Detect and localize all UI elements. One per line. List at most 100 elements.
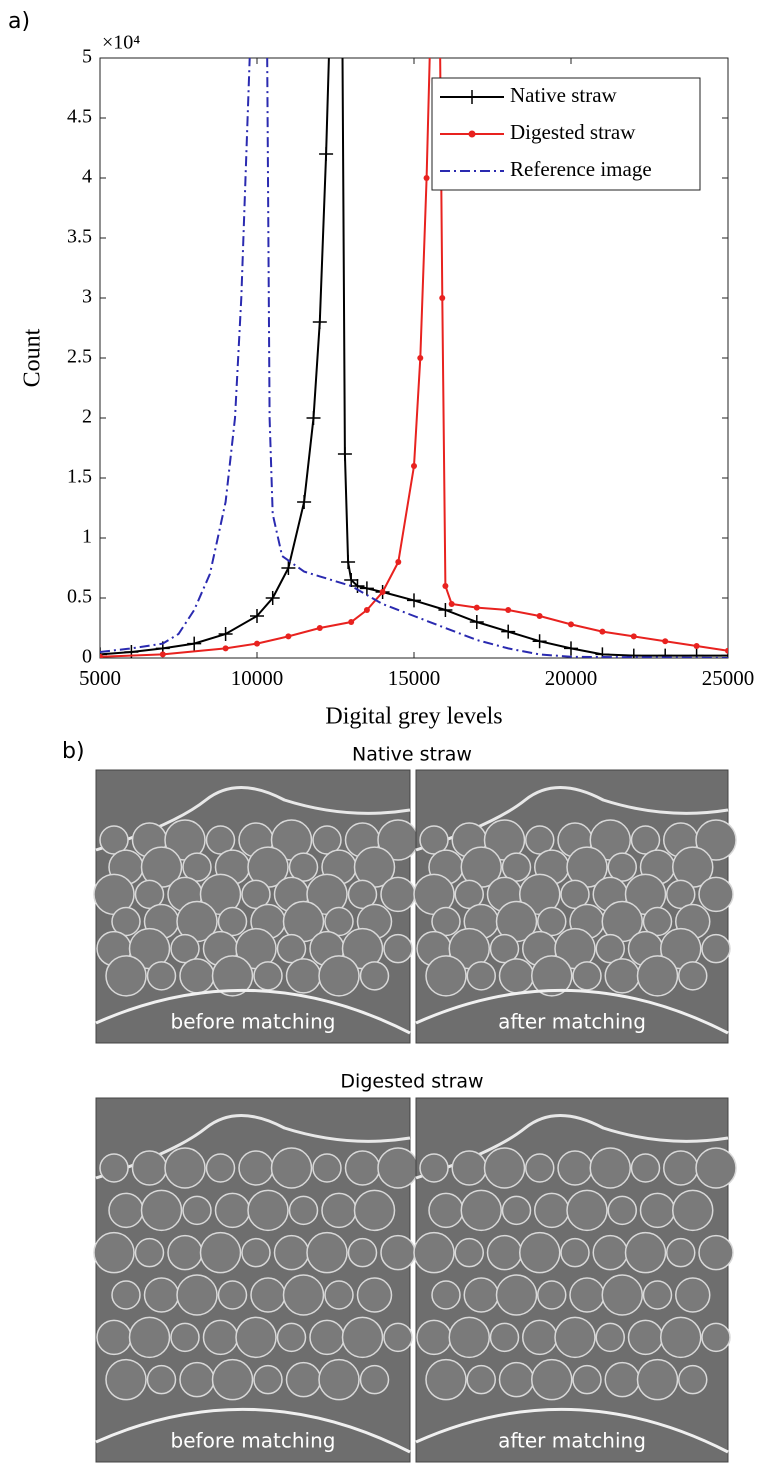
cell <box>285 958 322 994</box>
cell <box>359 961 390 991</box>
cell <box>377 1147 419 1189</box>
cell <box>660 1316 702 1359</box>
cell <box>498 958 535 994</box>
section-title: Digested straw <box>340 1071 483 1093</box>
cell <box>105 1358 147 1401</box>
marker <box>501 624 516 639</box>
cell <box>630 825 661 855</box>
cell <box>146 1364 177 1395</box>
cell <box>288 1195 319 1226</box>
marker <box>473 604 480 611</box>
tissue-edge <box>415 1407 729 1454</box>
marker <box>439 295 446 301</box>
marker <box>363 607 370 613</box>
cell <box>666 1237 696 1268</box>
cell <box>309 1319 345 1356</box>
marker <box>411 463 417 469</box>
tissue-edge <box>95 988 411 1035</box>
marker <box>630 633 637 640</box>
cell <box>131 1150 168 1186</box>
cell <box>451 1150 487 1186</box>
marker <box>725 647 728 654</box>
marker <box>348 619 355 625</box>
y-tick-label: 4 <box>82 166 92 188</box>
section-title: Native straw <box>352 744 472 766</box>
cell <box>235 1316 277 1359</box>
cell <box>250 1277 286 1313</box>
cell <box>678 1364 708 1395</box>
cell <box>501 1195 532 1226</box>
x-tick-label: 25000 <box>702 666 755 690</box>
cell <box>241 879 271 910</box>
cell <box>701 933 731 964</box>
cell <box>182 1195 212 1226</box>
cell <box>642 906 673 937</box>
marker <box>423 175 430 181</box>
cell <box>356 1277 393 1313</box>
cell <box>199 1231 242 1274</box>
marker <box>595 647 610 658</box>
marker <box>250 609 264 623</box>
cell <box>179 1361 215 1398</box>
series-line <box>100 58 728 658</box>
micrograph: after matching <box>413 769 737 1044</box>
image-caption: after matching <box>498 1429 646 1453</box>
cell <box>347 879 378 910</box>
cell <box>347 1237 378 1268</box>
marker <box>693 643 700 649</box>
marker <box>469 615 484 629</box>
cell <box>324 1280 354 1310</box>
cell <box>431 1280 461 1310</box>
cell <box>134 879 165 910</box>
cell <box>341 1316 384 1359</box>
series-line <box>100 58 728 658</box>
y-tick-label: 2.5 <box>67 346 92 368</box>
y-tick-label: 3.5 <box>67 226 92 248</box>
cell <box>636 1358 679 1401</box>
cell <box>695 1147 737 1189</box>
cell <box>557 1150 593 1186</box>
cell <box>454 879 484 910</box>
cell <box>205 1153 236 1183</box>
marker <box>721 648 728 658</box>
cell <box>607 1195 637 1226</box>
cell <box>247 1189 289 1232</box>
cell <box>282 1274 325 1316</box>
cell <box>454 1237 484 1268</box>
marker <box>442 583 449 589</box>
cell <box>448 1316 490 1359</box>
cell <box>425 955 467 997</box>
marker <box>285 633 292 640</box>
marker <box>187 636 202 651</box>
y-tick-label: 0 <box>82 646 92 668</box>
marker <box>265 591 280 605</box>
cell <box>182 852 212 882</box>
cell <box>202 1319 239 1356</box>
micrograph: before matching <box>93 769 419 1044</box>
cell <box>604 958 640 994</box>
marker <box>319 147 334 161</box>
cell <box>419 1153 449 1183</box>
marker <box>658 648 673 658</box>
cell <box>489 933 520 964</box>
marker <box>689 648 704 658</box>
x-tick-label: 5000 <box>79 666 121 690</box>
cell <box>425 1358 467 1401</box>
cell <box>428 1192 464 1229</box>
y-tick-label: 1 <box>82 526 92 548</box>
cell <box>170 1322 200 1353</box>
cell <box>572 1364 602 1395</box>
cell <box>176 1274 218 1316</box>
marker <box>316 625 323 631</box>
plot-area <box>100 58 728 658</box>
cell <box>383 1322 413 1353</box>
cell <box>140 1189 183 1232</box>
cell <box>663 1150 699 1186</box>
legend-label: Reference image <box>510 157 652 181</box>
cell <box>595 1322 625 1353</box>
marker <box>564 641 578 656</box>
cell <box>572 961 602 991</box>
marker <box>254 640 260 647</box>
cell <box>312 1153 342 1183</box>
